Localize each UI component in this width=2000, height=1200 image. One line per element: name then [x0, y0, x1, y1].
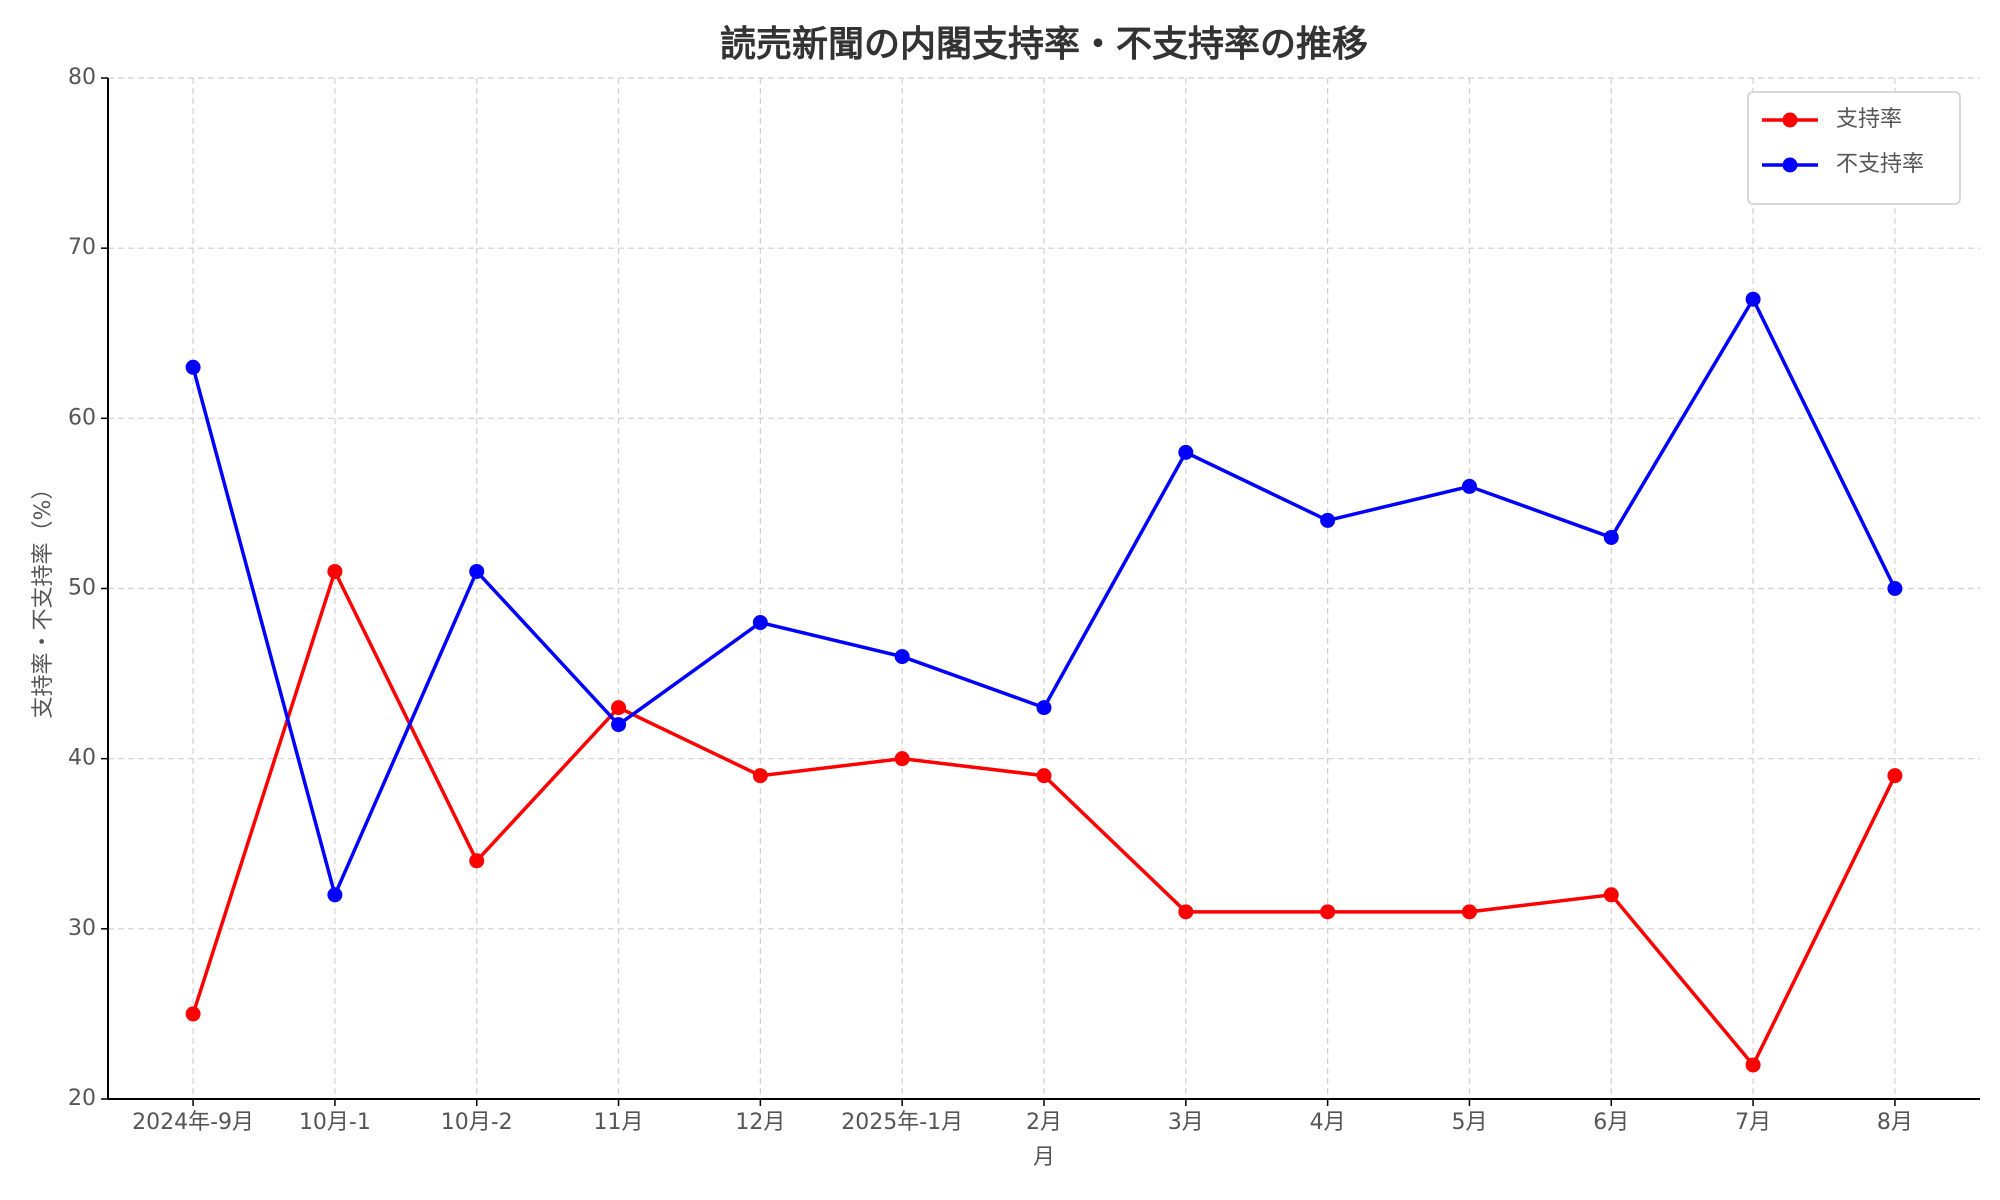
data-point — [185, 1006, 201, 1022]
data-point — [752, 615, 768, 631]
x-tick-label: 2月 — [1026, 1110, 1062, 1135]
legend-marker — [1782, 112, 1798, 128]
x-tick-label: 12月 — [735, 1110, 785, 1135]
x-tick-label: 10月-1 — [299, 1110, 371, 1135]
x-tick-label: 5月 — [1451, 1110, 1487, 1135]
data-point — [611, 700, 627, 716]
x-tick-label: 2024年-9月 — [132, 1110, 254, 1135]
grid — [108, 77, 1980, 1100]
y-tick-label: 40 — [68, 746, 96, 771]
data-point — [1036, 768, 1052, 784]
y-tick-label: 20 — [68, 1086, 96, 1111]
data-point — [894, 751, 910, 767]
data-point — [611, 717, 627, 733]
data-point — [1320, 512, 1336, 528]
x-tick-label: 2025年-1月 — [841, 1110, 963, 1135]
data-point — [894, 649, 910, 665]
data-point — [752, 768, 768, 784]
data-point — [1887, 768, 1903, 784]
x-axis-label: 月 — [1033, 1145, 1055, 1170]
y-tick-label: 70 — [68, 235, 96, 260]
x-tick-label: 10月-2 — [441, 1110, 513, 1135]
y-tick-label: 80 — [68, 65, 96, 90]
data-point — [1178, 444, 1194, 460]
y-axis-label: 支持率・不支持率（%） — [31, 478, 56, 719]
data-point — [1603, 529, 1619, 545]
x-tick-label: 11月 — [594, 1110, 644, 1135]
legend-label: 不支持率 — [1836, 152, 1924, 177]
y-tick-label: 60 — [68, 405, 96, 430]
x-tick-label: 4月 — [1310, 1110, 1346, 1135]
y-tick-label: 50 — [68, 576, 96, 601]
legend-label: 支持率 — [1836, 107, 1902, 132]
chart-title: 読売新聞の内閣支持率・不支持率の推移 — [720, 24, 1368, 65]
data-point — [469, 853, 485, 869]
data-point — [1320, 904, 1336, 920]
data-point — [1887, 581, 1903, 596]
y-tick-label: 30 — [68, 916, 96, 941]
x-tick-label: 7月 — [1735, 1110, 1771, 1135]
data-point — [1036, 700, 1052, 716]
data-point — [185, 359, 201, 375]
data-point — [469, 563, 485, 579]
data-point — [1745, 1057, 1761, 1073]
data-point — [1461, 478, 1477, 494]
data-point — [1745, 291, 1761, 307]
x-tick-label: 6月 — [1593, 1110, 1629, 1135]
x-tick-label: 3月 — [1168, 1110, 1204, 1135]
legend-marker — [1782, 157, 1798, 173]
data-point — [327, 887, 343, 903]
data-point — [1603, 887, 1619, 903]
data-point — [327, 563, 343, 579]
data-point — [1178, 904, 1194, 920]
x-tick-label: 8月 — [1877, 1110, 1913, 1135]
data-point — [1461, 904, 1477, 920]
